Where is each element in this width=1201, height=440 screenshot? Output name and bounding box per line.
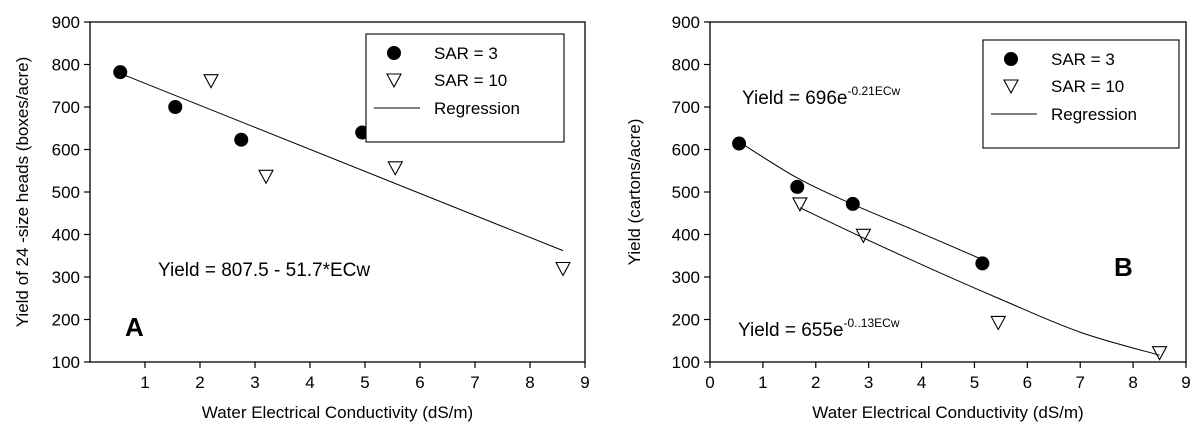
legend: SAR = 3 SAR = 10 Regression [365, 33, 565, 143]
data-point-sar10 [990, 315, 1007, 331]
y-tick-label: 200 [672, 311, 700, 330]
y-axis-label: Yield of 24 -size heads (boxes/acre) [13, 57, 32, 328]
x-tick-label: 6 [1023, 373, 1032, 392]
data-point-sar3 [790, 179, 805, 194]
legend-marker-sar10 [386, 73, 402, 89]
y-tick-label: 100 [672, 353, 700, 372]
x-tick-label: 4 [917, 373, 926, 392]
legend-marker-sar10 [1003, 79, 1019, 95]
legend-label: SAR = 3 [434, 44, 498, 63]
data-point-sar10 [203, 74, 219, 89]
x-tick-label: 8 [1128, 373, 1137, 392]
y-tick-label: 500 [672, 183, 700, 202]
x-tick-label: 7 [1075, 373, 1084, 392]
x-tick-label: 8 [525, 373, 534, 392]
legend-label: SAR = 3 [1051, 50, 1115, 69]
y-tick-label: 700 [672, 98, 700, 117]
x-tick-label: 3 [864, 373, 873, 392]
x-tick-label: 3 [250, 373, 259, 392]
y-tick-label: 300 [672, 268, 700, 287]
y-tick-label: 200 [52, 311, 80, 330]
regression-curve [799, 207, 1160, 356]
regression-equation: Yield = 696e-0.21ECw [742, 84, 900, 109]
regression-equation: Yield = 807.5 - 51.7*ECw [158, 260, 370, 281]
x-tick-label: 7 [470, 373, 479, 392]
data-point-sar3 [113, 65, 128, 80]
y-tick-label: 900 [52, 13, 80, 32]
x-tick-label: 1 [140, 373, 149, 392]
data-point-sar10 [555, 261, 571, 277]
legend-label: Regression [434, 99, 520, 118]
y-tick-label: 400 [672, 226, 700, 245]
regression-equation: Yield = 655e-0..13ECw [738, 316, 900, 341]
y-tick-label: 600 [52, 141, 80, 160]
x-tick-label: 6 [415, 373, 424, 392]
data-point-sar3 [732, 136, 747, 151]
data-point-sar10 [1151, 346, 1168, 361]
y-tick-label: 400 [52, 226, 80, 245]
data-point-sar10 [258, 169, 274, 185]
data-point-sar10 [791, 197, 808, 213]
legend-label: SAR = 10 [1051, 77, 1124, 96]
y-tick-label: 300 [52, 268, 80, 287]
x-tick-label: 2 [195, 373, 204, 392]
legend-label: SAR = 10 [434, 71, 507, 90]
x-tick-label: 5 [360, 373, 369, 392]
x-tick-label: 9 [580, 373, 589, 392]
y-tick-label: 700 [52, 98, 80, 117]
y-tick-label: 800 [672, 56, 700, 75]
chart-panel-a: 100 200 300 400 500 600 700 800 900 1 2 3 4 5 6 7 8 9 Wate… [13, 13, 590, 422]
legend-label: Regression [1051, 105, 1137, 124]
x-tick-label: 2 [811, 373, 820, 392]
data-point-sar3 [168, 100, 183, 114]
data-point-sar3 [975, 256, 990, 271]
x-axis-label: Water Electrical Conductivity (dS/m) [202, 403, 473, 422]
y-tick-label: 600 [672, 141, 700, 160]
y-tick-label: 800 [52, 56, 80, 75]
data-point-sar3 [234, 132, 249, 147]
data-point-sar10 [387, 161, 404, 176]
x-tick-label: 1 [758, 373, 767, 392]
x-axis-label: Water Electrical Conductivity (dS/m) [812, 403, 1083, 422]
panel-label: A [125, 312, 144, 342]
y-tick-label: 500 [52, 183, 80, 202]
y-tick-label: 900 [672, 13, 700, 32]
x-tick-label: 5 [970, 373, 979, 392]
panel-label: B [1114, 252, 1133, 282]
legend-box [365, 33, 565, 143]
chart-panel-b: 100 200 300 400 500 600 700 800 900 0 1 2 3 4 5 6 7 8 9 Wat… [625, 13, 1191, 422]
regression-curve [738, 141, 983, 261]
y-axis-label: Yield (cartons/acre) [625, 119, 644, 266]
x-tick-label: 4 [305, 373, 314, 392]
legend-marker-sar3 [1004, 52, 1018, 66]
legend: SAR = 3 SAR = 10 Regression [982, 39, 1180, 149]
x-tick-label: 0 [705, 373, 714, 392]
x-tick-label: 9 [1181, 373, 1190, 392]
y-tick-label: 100 [52, 353, 80, 372]
legend-marker-sar3 [387, 46, 401, 60]
regression-line [120, 72, 564, 252]
